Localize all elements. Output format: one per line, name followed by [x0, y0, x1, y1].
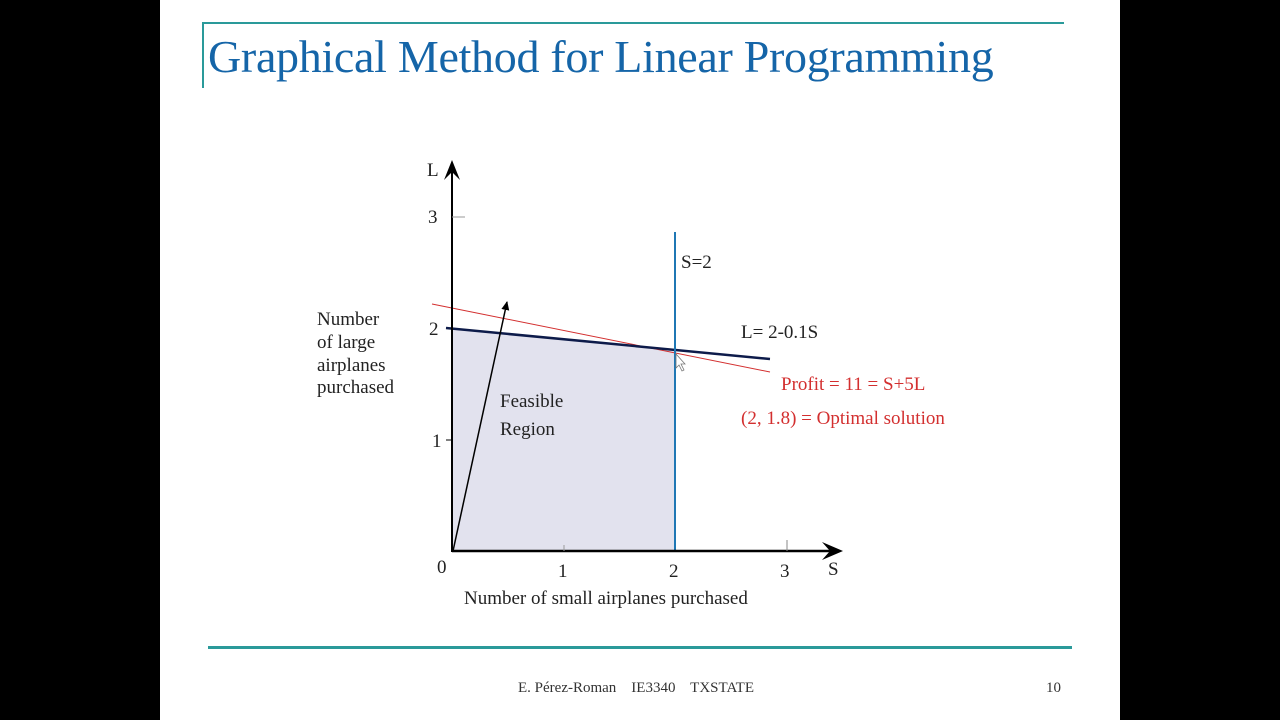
y-tick-label-1: 1 [432, 431, 442, 452]
y-axis-symbol: L [427, 160, 439, 181]
y-axis-title-line-4: purchased [317, 377, 395, 398]
y-axis-title-line-2: of large [317, 332, 375, 353]
x-axis-symbol: S [828, 559, 839, 580]
title-rule-left [202, 22, 204, 88]
slide-title: Graphical Method for Linear Programming [208, 31, 994, 82]
l-constraint-label: L= 2-0.1S [741, 322, 818, 343]
feasible-region [453, 329, 674, 551]
optimal-solution-label: (2, 1.8) = Optimal solution [741, 408, 945, 429]
objective-direction-arrow [452, 301, 510, 552]
footer-text: E. Pérez-Roman IE3340 TXSTATE [518, 680, 754, 696]
x-tick-label-2: 2 [669, 561, 679, 582]
x-tick-label-1: 1 [558, 561, 568, 582]
x-axis-title: Number of small airplanes purchased [464, 588, 748, 609]
mouse-cursor-icon [675, 352, 686, 372]
page-number: 10 [1046, 680, 1061, 696]
feasible-region-label-line-2: Region [500, 419, 555, 440]
title-rule-top [202, 22, 1064, 24]
y-axis-title-line-3: airplanes [317, 355, 386, 376]
y-axis-title-line-1: Number [317, 309, 380, 330]
footer-rule [208, 646, 1072, 649]
profit-label: Profit = 11 = S+5L [781, 374, 925, 395]
s-constraint-label: S=2 [681, 252, 712, 273]
y-axis-arrow-icon [444, 160, 460, 180]
origin-label: 0 [437, 557, 447, 578]
y-tick-label-2: 2 [429, 319, 439, 340]
x-axis-arrow-icon [822, 542, 843, 560]
y-tick-label-3: 3 [428, 207, 438, 228]
slide: Graphical Method for Linear Programming … [160, 0, 1120, 720]
profit-line [431, 303, 771, 373]
feasible-region-label-line-1: Feasible [500, 391, 563, 412]
x-tick-label-3: 3 [780, 561, 790, 582]
